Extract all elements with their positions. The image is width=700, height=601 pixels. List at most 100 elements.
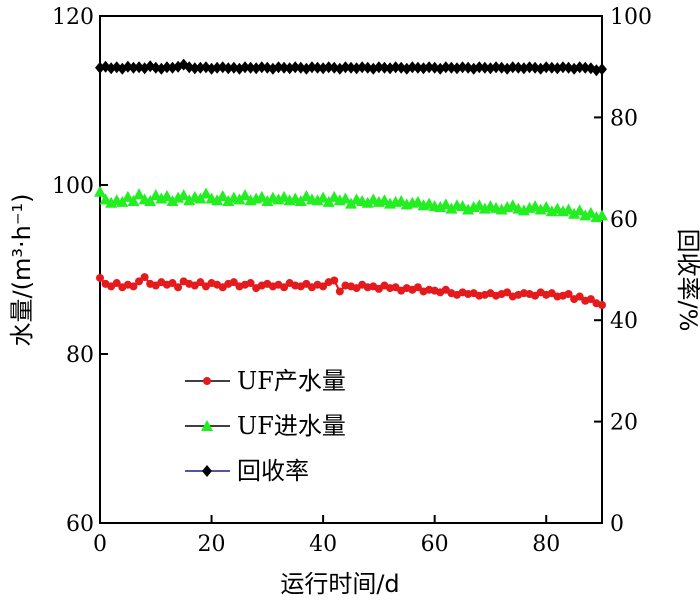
data-point — [234, 62, 245, 75]
right-y-tick-label: 80 — [610, 106, 638, 131]
data-point — [345, 197, 357, 209]
data-point — [596, 209, 608, 221]
left-y-tick-label: 120 — [52, 5, 94, 30]
data-point — [135, 277, 144, 286]
data-point — [580, 61, 591, 74]
data-point — [256, 61, 267, 74]
series-3 — [95, 58, 607, 77]
data-point — [569, 62, 580, 75]
right-y-tick-label: 40 — [610, 309, 638, 334]
data-point — [574, 61, 585, 74]
data-point — [222, 195, 235, 207]
data-point — [133, 188, 146, 200]
data-point — [279, 61, 290, 74]
data-point — [564, 290, 573, 299]
data-point — [240, 61, 251, 74]
data-point — [401, 62, 412, 75]
x-tick-label: 0 — [93, 532, 107, 557]
legend-marker — [201, 420, 213, 431]
data-point — [239, 189, 252, 201]
data-point — [335, 287, 344, 296]
data-point — [446, 61, 457, 74]
data-point — [445, 202, 458, 214]
data-point — [368, 62, 379, 75]
data-point — [479, 61, 490, 74]
series-2 — [94, 185, 608, 223]
series — [94, 58, 608, 309]
left-y-tick-label: 60 — [66, 512, 94, 537]
data-point — [562, 203, 575, 215]
data-point — [535, 62, 546, 75]
data-point — [206, 62, 217, 75]
data-point — [117, 62, 128, 75]
data-point — [474, 61, 485, 74]
data-point — [575, 292, 584, 301]
data-point — [255, 190, 268, 202]
data-point — [435, 62, 446, 75]
data-point — [424, 61, 435, 74]
data-point — [568, 207, 581, 219]
data-point — [216, 189, 229, 201]
data-point — [246, 279, 255, 288]
data-point — [195, 61, 206, 74]
data-point — [189, 62, 200, 75]
data-point — [524, 61, 535, 74]
data-point — [140, 273, 149, 282]
data-point — [166, 195, 179, 207]
data-point — [174, 283, 183, 292]
data-point — [306, 61, 317, 74]
data-point — [161, 61, 172, 74]
data-point — [319, 282, 328, 291]
data-point — [491, 61, 502, 74]
data-point — [323, 61, 334, 74]
data-point — [413, 283, 422, 292]
data-point — [129, 282, 138, 291]
data-point — [513, 61, 524, 74]
data-point — [439, 198, 452, 210]
data-point — [440, 61, 451, 74]
series-1 — [96, 273, 606, 309]
data-point — [94, 185, 106, 197]
data-point — [597, 63, 607, 76]
right-axis-title: 回收率/% — [674, 229, 700, 332]
data-point — [361, 196, 374, 208]
legend-item-1: UF产水量 — [185, 367, 346, 395]
data-point — [168, 279, 177, 288]
data-point — [196, 278, 205, 287]
data-point — [586, 295, 595, 304]
data-point — [167, 61, 178, 74]
data-point — [261, 195, 274, 207]
legend-marker — [202, 465, 212, 477]
data-point — [290, 61, 301, 74]
legend-item-3: 回收率 — [185, 457, 309, 485]
data-point — [127, 195, 140, 207]
ticks: 0 20 40 60 80 60 80 100 120 0 20 40 60 80 100 — [52, 5, 652, 557]
data-point — [128, 61, 139, 74]
data-point — [540, 200, 553, 212]
data-point — [301, 62, 312, 75]
data-point — [379, 61, 390, 74]
data-point — [212, 61, 223, 74]
data-point — [199, 187, 212, 199]
left-y-tick-label: 100 — [52, 174, 94, 199]
legend-label: UF产水量 — [237, 367, 346, 395]
data-point — [160, 189, 173, 201]
axes — [99, 15, 603, 524]
x-tick-label: 20 — [198, 532, 226, 557]
legend-marker — [203, 377, 211, 385]
plot-frame — [99, 15, 603, 524]
data-point — [373, 61, 384, 74]
data-point — [546, 61, 557, 74]
data-point — [267, 62, 278, 75]
x-tick-label: 40 — [309, 532, 337, 557]
data-point — [334, 62, 345, 75]
data-point — [211, 194, 224, 206]
data-point — [357, 61, 368, 74]
legend-label: 回收率 — [237, 457, 309, 485]
right-y-tick-label: 100 — [610, 5, 652, 30]
data-point — [312, 61, 323, 74]
data-point — [330, 276, 339, 285]
data-point — [598, 300, 606, 309]
data-point — [229, 278, 238, 287]
